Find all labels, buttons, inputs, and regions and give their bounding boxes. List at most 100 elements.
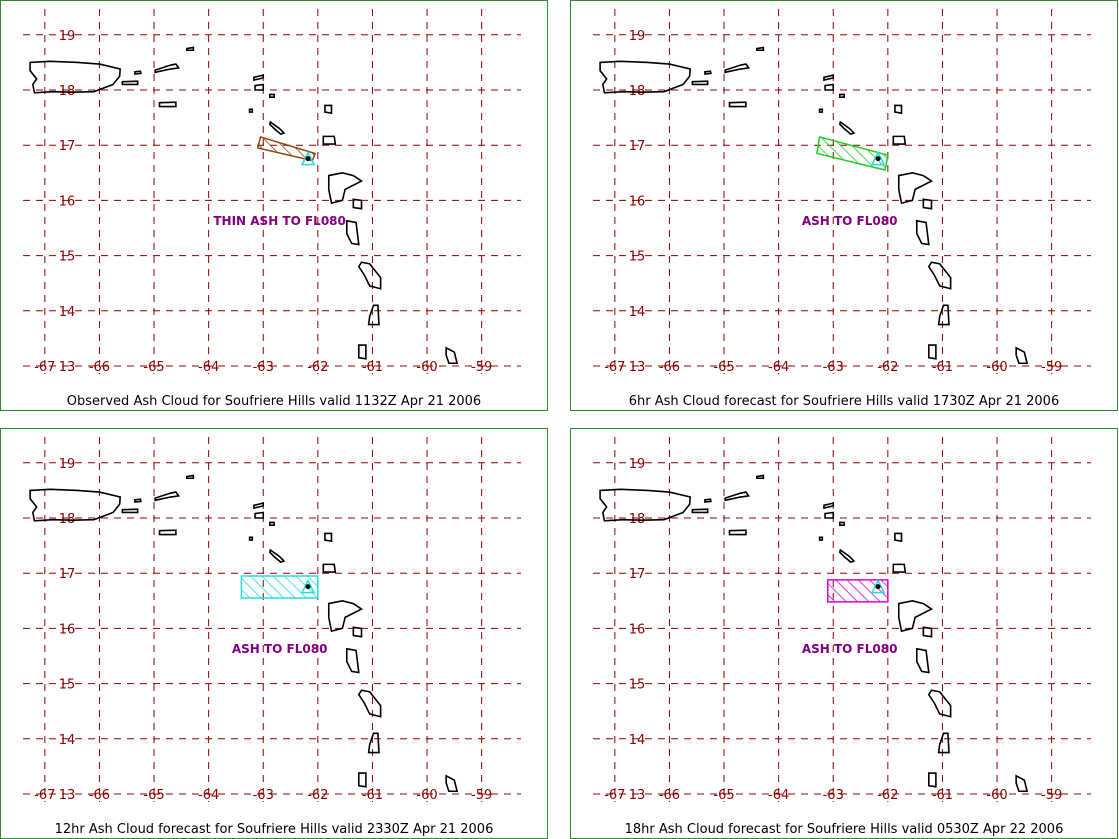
island-dominica <box>915 647 930 674</box>
island-st-kitts <box>838 548 856 564</box>
island-st-vincent <box>927 772 937 788</box>
island-barbuda <box>324 104 333 115</box>
lon-tick-label: -67 <box>604 788 625 803</box>
lon-tick-label: -66 <box>89 788 110 803</box>
island-st-martin <box>824 83 835 91</box>
island-virgin-islands <box>154 63 181 74</box>
lat-tick-label: 19 <box>59 457 76 472</box>
island-st-kitts <box>838 120 856 136</box>
island-anegada <box>756 46 765 52</box>
island-marie-galante <box>352 626 363 638</box>
island-dominica <box>345 219 360 246</box>
lon-tick-label: -64 <box>768 360 789 375</box>
lat-tick-label: 15 <box>59 250 76 265</box>
lat-tick-label: 17 <box>629 139 646 154</box>
island-st-martin <box>824 511 835 519</box>
island-marie-galante <box>922 198 933 210</box>
lat-tick-label: 19 <box>629 457 646 472</box>
island-barbados <box>445 346 459 365</box>
lat-tick-label: 19 <box>629 29 646 44</box>
lat-tick-label: 15 <box>59 678 76 693</box>
island-puerto-rico <box>29 60 122 94</box>
lat-tick-label: 15 <box>629 678 646 693</box>
island-culebra <box>134 70 142 75</box>
island-st-lucia <box>367 732 380 754</box>
volcano-triangle-icon <box>300 150 316 166</box>
island-st-martin <box>254 511 265 519</box>
lon-tick-label: -62 <box>307 788 328 803</box>
island-st-barth <box>838 521 845 526</box>
island-anegada <box>756 474 765 480</box>
ash-cloud-area <box>827 579 889 603</box>
lat-tick-label: 13 <box>629 788 646 803</box>
island-vieques <box>121 80 139 86</box>
island-anegada <box>186 46 195 52</box>
lon-tick-label: -60 <box>416 788 437 803</box>
island-antigua <box>322 563 337 573</box>
lon-tick-label: -61 <box>932 360 953 375</box>
island-anguilla <box>253 502 265 510</box>
island-antigua <box>892 563 907 573</box>
ash-cloud-area <box>816 135 889 171</box>
island-vieques <box>121 508 139 514</box>
lon-tick-label: -59 <box>471 360 492 375</box>
panel-observed: 13 14 15 16 17 18 19 -67 -66 -65 -64 -63 -62 -61 -60 -5… <box>0 0 548 411</box>
island-virgin-islands <box>724 491 751 502</box>
lon-tick-label: -61 <box>362 360 383 375</box>
island-barbados <box>1015 346 1029 365</box>
volcano-dot-icon <box>875 156 881 162</box>
island-martinique <box>357 689 382 718</box>
lat-tick-label: 15 <box>629 250 646 265</box>
island-vieques <box>691 80 709 86</box>
island-dominica <box>915 219 930 246</box>
lon-tick-label: -65 <box>713 788 734 803</box>
island-st-croix <box>728 101 747 108</box>
island-st-vincent <box>357 772 367 788</box>
island-guadeloupe <box>897 599 934 633</box>
lon-tick-label: -60 <box>986 788 1007 803</box>
lon-tick-label: -61 <box>362 788 383 803</box>
lat-tick-label: 13 <box>629 360 646 375</box>
caption-18hr: 18hr Ash Cloud forecast for Soufriere Hi… <box>624 822 1064 837</box>
island-martinique <box>927 261 952 290</box>
lon-tick-label: -67 <box>34 788 55 803</box>
ash-level-label: ASH TO FL080 <box>802 642 898 656</box>
lat-tick-label: 17 <box>59 139 76 154</box>
island-st-croix <box>158 101 177 108</box>
island-st-martin <box>254 83 265 91</box>
island-barbuda <box>894 104 903 115</box>
lat-tick-label: 19 <box>59 29 76 44</box>
lat-tick-label: 13 <box>59 788 76 803</box>
island-martinique <box>927 689 952 718</box>
island-st-kitts <box>268 120 286 136</box>
island-guadeloupe <box>327 171 364 205</box>
lon-tick-label: -65 <box>143 788 164 803</box>
lon-tick-label: -60 <box>986 360 1007 375</box>
island-barbados <box>1015 774 1029 793</box>
island-puerto-rico <box>599 488 692 522</box>
lon-tick-label: -67 <box>34 360 55 375</box>
panel-12hr: 13 14 15 16 17 18 19 -67 -66 -65 -64 -63 -62 -61 -60 -5… <box>0 428 548 839</box>
island-guadeloupe <box>327 599 364 633</box>
lon-tick-label: -59 <box>1041 360 1062 375</box>
lon-tick-label: -62 <box>877 788 898 803</box>
lon-tick-label: -63 <box>823 360 844 375</box>
island-guadeloupe <box>897 171 934 205</box>
lon-tick-label: -63 <box>253 360 274 375</box>
caption-12hr: 12hr Ash Cloud forecast for Soufriere Hi… <box>54 822 494 837</box>
island-puerto-rico <box>29 488 122 522</box>
lon-tick-label: -67 <box>604 360 625 375</box>
ash-level-label: ASH TO FL080 <box>802 214 898 228</box>
ash-level-label: ASH TO FL080 <box>232 642 328 656</box>
island-barbuda <box>324 532 333 543</box>
lon-tick-label: -66 <box>89 360 110 375</box>
island-saba <box>248 536 254 541</box>
lat-tick-label: 17 <box>629 567 646 582</box>
lon-tick-label: -64 <box>198 788 219 803</box>
volcano-dot-icon <box>305 584 311 590</box>
island-dominica <box>345 647 360 674</box>
ash-level-label: THIN ASH TO FL080 <box>213 214 346 228</box>
